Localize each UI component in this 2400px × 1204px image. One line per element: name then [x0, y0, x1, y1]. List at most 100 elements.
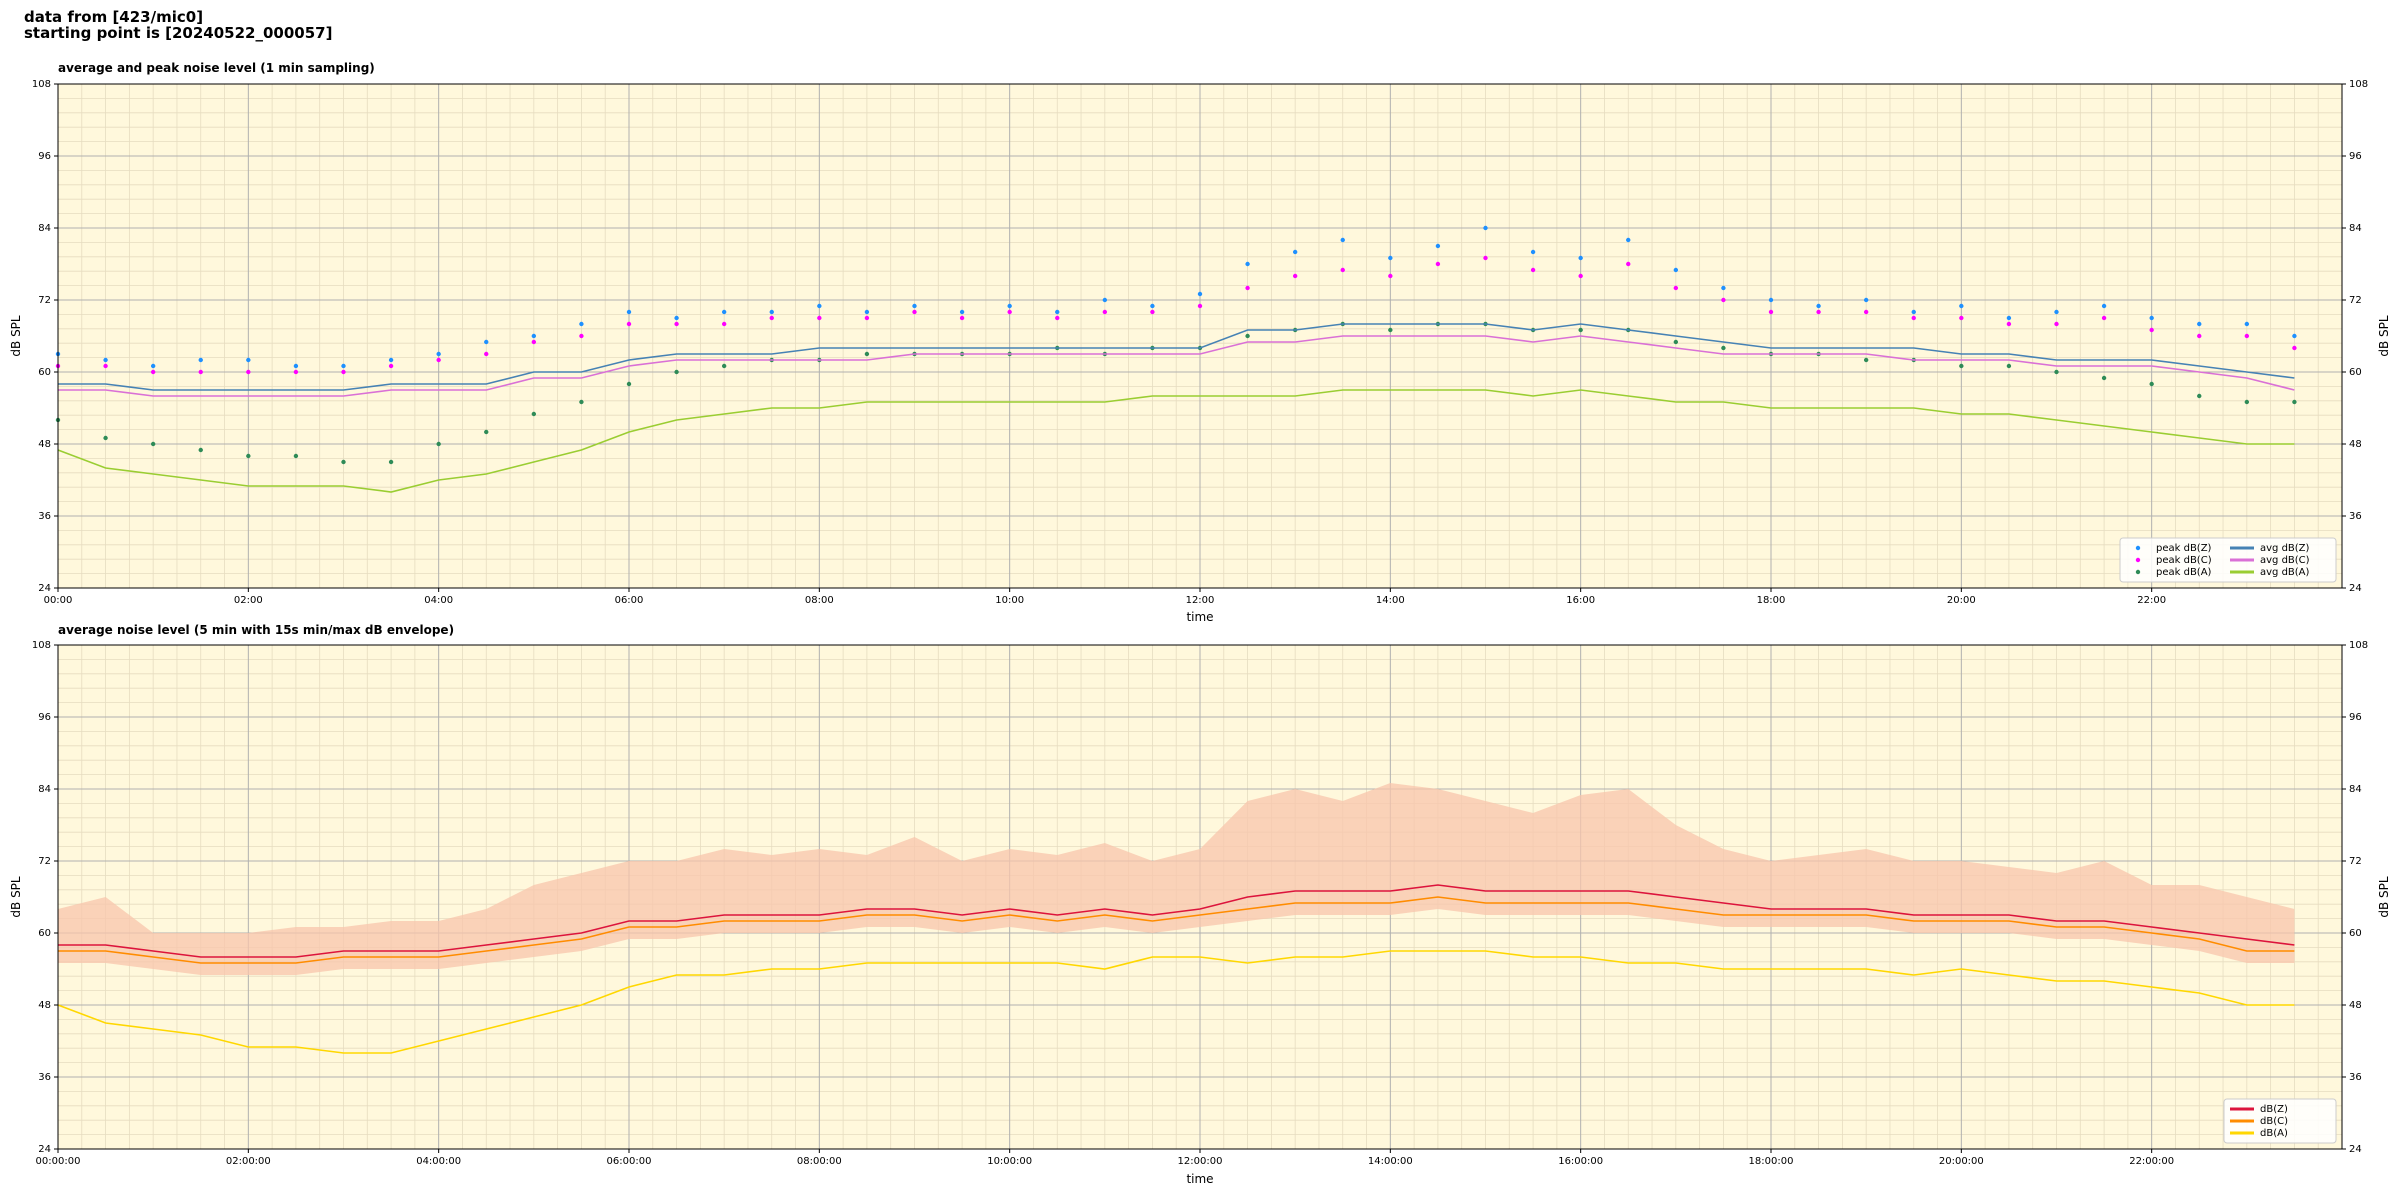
- peak-point: [1721, 285, 1726, 291]
- header-line: data from [423/mic0]: [24, 8, 203, 26]
- peak-point: [626, 381, 632, 387]
- peak-point: [1197, 303, 1203, 309]
- peak-point: [1816, 309, 1821, 315]
- peak-point: [2244, 399, 2250, 405]
- peak-point: [1150, 303, 1155, 309]
- peak-point: [674, 315, 679, 321]
- peak-point: [579, 321, 584, 327]
- x-tick-label: 06:00:00: [607, 1156, 652, 1167]
- peak-point: [2006, 363, 2012, 369]
- y-axis-label: dB SPL: [2377, 315, 2391, 357]
- header-line: starting point is [20240522_000057]: [24, 24, 332, 42]
- y-tick-label: 24: [2349, 583, 2362, 594]
- y-tick-label: 48: [2349, 1000, 2362, 1011]
- x-tick-label: 10:00:00: [987, 1156, 1032, 1167]
- legend-label: avg dB(C): [2260, 555, 2310, 566]
- peak-point: [484, 351, 489, 357]
- peak-point: [2292, 399, 2297, 405]
- peak-point: [1673, 339, 1679, 345]
- series-line: [58, 896, 2295, 964]
- y-tick-label: 108: [32, 79, 51, 90]
- peak-point: [198, 357, 203, 363]
- y-tick-label: 96: [2349, 151, 2362, 162]
- series-line: [58, 323, 2295, 391]
- x-axis-label: time: [1186, 610, 1213, 624]
- peak-point: [2006, 321, 2012, 327]
- peak-point: [864, 351, 870, 357]
- legend-swatch: [2135, 545, 2141, 551]
- peak-point: [912, 303, 917, 309]
- peak-point: [1007, 303, 1012, 309]
- peak-point: [1768, 309, 1774, 315]
- y-tick-label: 72: [2349, 295, 2362, 306]
- x-tick-label: 14:00: [1376, 595, 1405, 606]
- x-tick-label: 00:00:00: [36, 1156, 81, 1167]
- x-tick-label: 12:00: [1186, 595, 1215, 606]
- peak-point: [1435, 243, 1441, 249]
- x-tick-label: 12:00:00: [1178, 1156, 1223, 1167]
- legend-label: peak dB(C): [2156, 555, 2212, 566]
- y-tick-label: 60: [38, 367, 51, 378]
- series-line: [57, 389, 2295, 493]
- y-tick-label: 36: [2349, 511, 2362, 522]
- peak-point: [198, 369, 203, 375]
- x-tick-label: 22:00:00: [2129, 1156, 2174, 1167]
- peak-point: [1102, 309, 1108, 315]
- peak-point: [817, 315, 822, 321]
- peak-point: [341, 369, 346, 375]
- y-tick-label: 96: [38, 712, 51, 723]
- y-tick-label: 48: [38, 439, 51, 450]
- x-tick-label: 14:00:00: [1368, 1156, 1413, 1167]
- peak-point: [2197, 333, 2202, 339]
- peak-point: [293, 363, 299, 369]
- peak-point: [150, 363, 156, 369]
- peak-point: [2054, 321, 2059, 327]
- legend-label: dB(Z): [2260, 1104, 2288, 1115]
- y-tick-label: 60: [2349, 367, 2362, 378]
- peak-point: [1292, 249, 1298, 255]
- y-axis-label: dB SPL: [2377, 876, 2391, 918]
- peak-point: [817, 303, 822, 309]
- peak-point: [2054, 369, 2059, 375]
- y-tick-label: 84: [2349, 223, 2362, 234]
- x-tick-label: 10:00: [995, 595, 1024, 606]
- legend: peak dB(Z)peak dB(C)peak dB(A)avg dB(Z)a…: [2119, 537, 2337, 583]
- peak-point: [1673, 267, 1679, 273]
- peak-point: [579, 333, 584, 339]
- peak-point: [2054, 309, 2059, 315]
- y-tick-label: 24: [38, 1144, 51, 1155]
- peak-point: [721, 363, 727, 369]
- y-tick-label: 108: [32, 640, 51, 651]
- peak-point: [1721, 297, 1726, 303]
- peak-point: [1245, 285, 1250, 291]
- peak-point: [103, 363, 108, 369]
- peak-point: [1959, 363, 1964, 369]
- peak-point: [388, 459, 394, 465]
- peak-point: [1626, 261, 1631, 267]
- y-tick-label: 108: [2349, 79, 2368, 90]
- x-tick-label: 20:00: [1947, 595, 1976, 606]
- envelope-band: [58, 783, 2295, 975]
- legend-box: [2119, 537, 2337, 583]
- peak-point: [103, 435, 108, 441]
- peak-point: [1340, 267, 1345, 273]
- x-tick-label: 16:00:00: [1558, 1156, 1603, 1167]
- x-tick-label: 22:00: [2137, 595, 2166, 606]
- y-tick-label: 84: [38, 223, 51, 234]
- peak-point: [531, 333, 537, 339]
- y-tick-label: 96: [2349, 712, 2362, 723]
- peak-point: [1673, 285, 1679, 291]
- legend-swatch: [2135, 557, 2141, 563]
- peak-point: [674, 321, 679, 327]
- peak-point: [1388, 327, 1393, 333]
- chart-title: average noise level (5 min with 15s min/…: [58, 623, 454, 637]
- y-axis-label: dB SPL: [9, 876, 23, 918]
- y-tick-label: 36: [38, 1072, 51, 1083]
- x-tick-label: 16:00: [1566, 595, 1595, 606]
- legend-swatch: [2135, 569, 2141, 575]
- peak-point: [626, 309, 632, 315]
- peak-point: [1768, 297, 1774, 303]
- x-tick-label: 00:00: [44, 595, 73, 606]
- peak-point: [341, 459, 346, 465]
